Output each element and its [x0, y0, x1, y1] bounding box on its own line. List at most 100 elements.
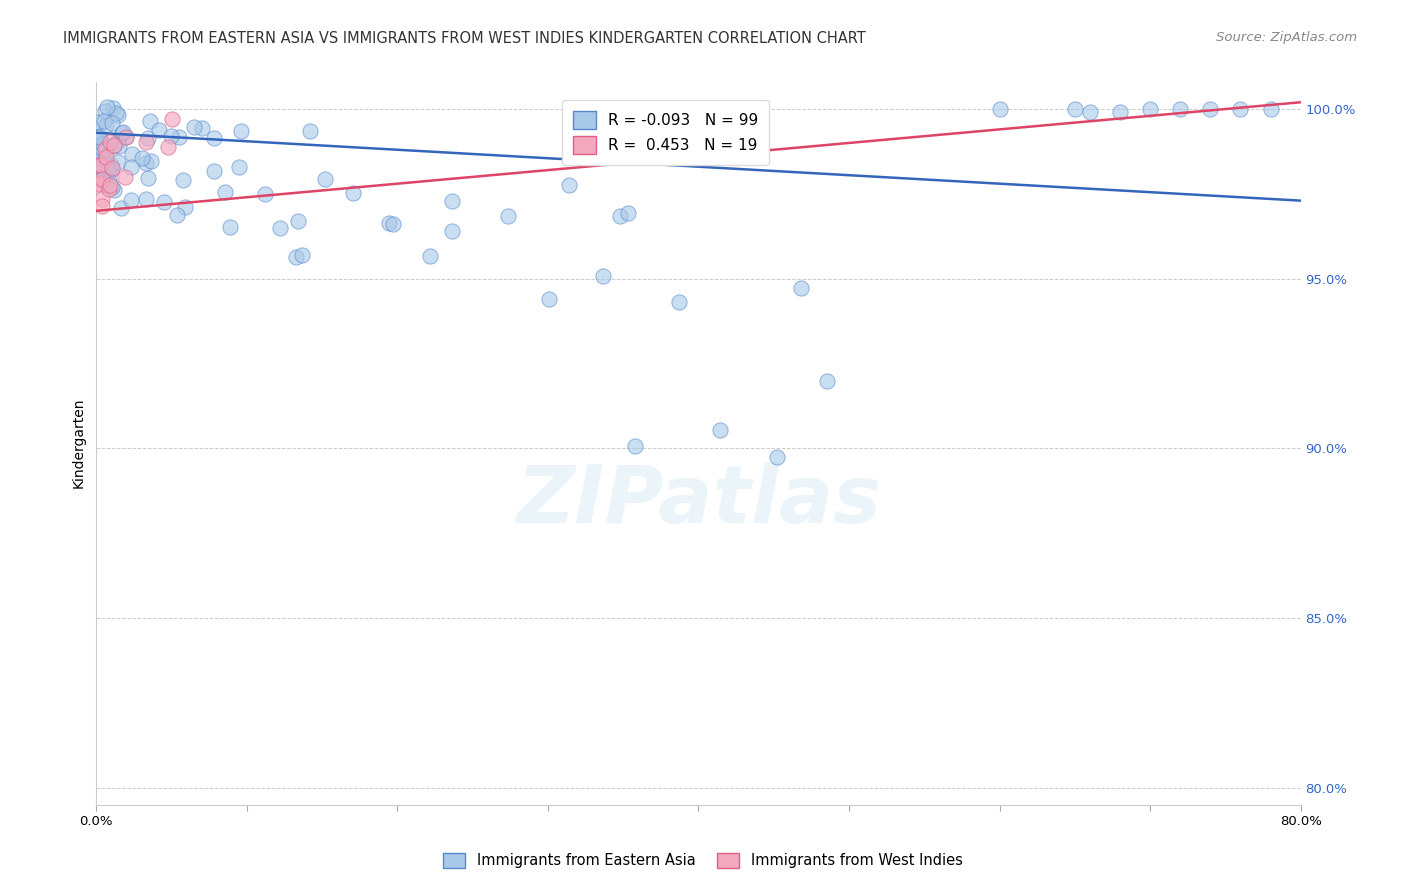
Point — [1199, 102, 1222, 116]
Point — [152, 195, 174, 210]
Point — [172, 173, 194, 187]
Point — [94, 142, 117, 156]
Point — [174, 200, 197, 214]
Point — [90, 148, 112, 162]
Text: IMMIGRANTS FROM EASTERN ASIA VS IMMIGRANTS FROM WEST INDIES KINDERGARTEN CORRELA: IMMIGRANTS FROM EASTERN ASIA VS IMMIGRAN… — [63, 31, 866, 46]
Point — [135, 155, 157, 169]
Point — [107, 134, 129, 148]
Point — [115, 130, 138, 145]
Point — [90, 158, 112, 172]
Point — [378, 216, 401, 230]
Point — [592, 269, 614, 284]
Point — [441, 224, 464, 238]
Point — [157, 140, 180, 154]
Point — [112, 125, 135, 139]
Point — [100, 135, 122, 149]
Point — [89, 162, 111, 177]
Point — [214, 185, 236, 199]
Legend: Immigrants from Eastern Asia, Immigrants from West Indies: Immigrants from Eastern Asia, Immigrants… — [437, 847, 969, 874]
Point — [107, 108, 129, 122]
Point — [609, 209, 631, 223]
Point — [988, 102, 1011, 116]
Point — [101, 180, 124, 194]
Point — [131, 151, 153, 165]
Point — [148, 123, 170, 137]
Legend: R = -0.093   N = 99, R =  0.453   N = 19: R = -0.093 N = 99, R = 0.453 N = 19 — [562, 101, 769, 165]
Point — [91, 141, 114, 155]
Point — [89, 176, 111, 190]
Point — [440, 194, 463, 209]
Point — [100, 158, 122, 172]
Point — [120, 161, 142, 175]
Point — [87, 128, 110, 143]
Point — [1168, 102, 1191, 116]
Point — [202, 130, 225, 145]
Point — [228, 161, 250, 175]
Text: Source: ZipAtlas.com: Source: ZipAtlas.com — [1216, 31, 1357, 45]
Point — [97, 182, 120, 196]
Point — [94, 169, 117, 184]
Point — [91, 136, 114, 151]
Point — [94, 150, 117, 164]
Point — [342, 186, 364, 201]
Point — [121, 146, 143, 161]
Point — [90, 199, 112, 213]
Point — [166, 209, 188, 223]
Point — [160, 129, 183, 144]
Point — [382, 217, 405, 231]
Point — [136, 170, 159, 185]
Point — [218, 219, 240, 234]
Point — [103, 138, 125, 153]
Point — [1063, 102, 1085, 116]
Point — [167, 130, 190, 145]
Point — [87, 158, 110, 172]
Point — [183, 120, 205, 135]
Point — [87, 173, 110, 187]
Point — [87, 115, 110, 129]
Point — [558, 178, 581, 192]
Point — [790, 281, 813, 295]
Point — [90, 171, 112, 186]
Point — [202, 163, 225, 178]
Point — [108, 139, 131, 153]
Point — [1139, 102, 1161, 116]
Point — [538, 292, 561, 306]
Point — [94, 153, 117, 167]
Point — [114, 169, 136, 184]
Point — [668, 295, 690, 310]
Point — [94, 103, 117, 118]
Point — [87, 166, 110, 180]
Point — [253, 187, 276, 202]
Point — [815, 374, 838, 388]
Point — [120, 193, 142, 207]
Point — [100, 116, 122, 130]
Point — [93, 153, 115, 167]
Point — [100, 161, 122, 175]
Point — [135, 135, 157, 149]
Point — [284, 250, 307, 264]
Point — [496, 209, 519, 223]
Point — [287, 214, 309, 228]
Point — [624, 439, 647, 453]
Point — [419, 249, 441, 263]
Point — [90, 143, 112, 157]
Point — [91, 153, 114, 168]
Point — [100, 178, 122, 192]
Point — [89, 130, 111, 145]
Point — [91, 192, 114, 206]
Point — [87, 177, 110, 191]
Point — [229, 124, 252, 138]
Point — [1078, 105, 1101, 120]
Point — [138, 113, 160, 128]
Point — [1260, 102, 1282, 116]
Point — [101, 101, 124, 115]
Point — [269, 220, 291, 235]
Point — [97, 174, 120, 188]
Point — [100, 162, 122, 177]
Point — [160, 112, 183, 127]
Point — [110, 201, 132, 215]
Point — [111, 127, 134, 141]
Point — [766, 450, 789, 465]
Point — [617, 206, 640, 220]
Point — [141, 153, 163, 168]
